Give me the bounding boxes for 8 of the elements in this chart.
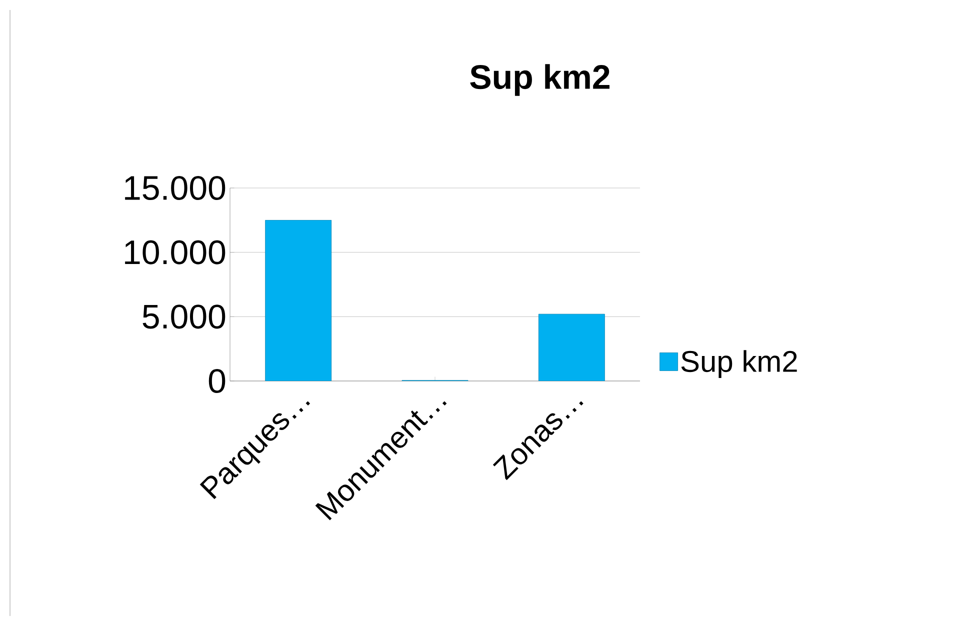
bar bbox=[538, 314, 605, 381]
chart-title: Sup km2 bbox=[470, 64, 610, 96]
y-tick-label: 5.000 bbox=[142, 304, 226, 329]
y-tick-label: 0 bbox=[208, 368, 226, 394]
y-tick-label: 15.000 bbox=[125, 176, 226, 200]
legend-label: Sup km2 bbox=[681, 350, 797, 378]
y-tick-label: 10.000 bbox=[125, 240, 226, 264]
bar bbox=[265, 220, 332, 381]
